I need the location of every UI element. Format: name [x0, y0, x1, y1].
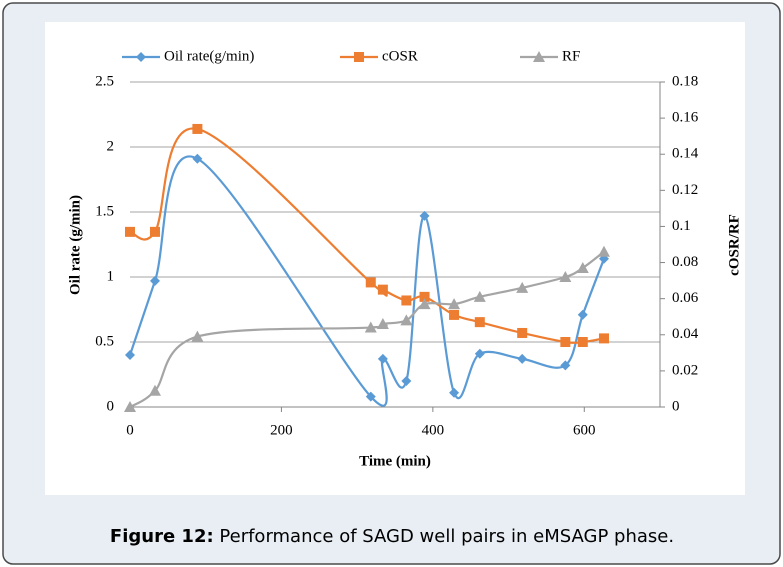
- data-point: [376, 317, 389, 329]
- data-point: [377, 353, 388, 364]
- data-point: [419, 291, 430, 302]
- legend-label: Oil rate(g/min): [164, 48, 254, 64]
- data-point: [474, 317, 485, 328]
- data-point: [149, 226, 160, 237]
- y2-tick-label: 0.16: [672, 110, 699, 126]
- data-point: [560, 337, 571, 347]
- caption-text: Performance of SAGD well pairs in eMSAGP…: [219, 526, 674, 547]
- data-point: [517, 353, 528, 364]
- data-point: [401, 295, 412, 306]
- data-point: [377, 284, 388, 295]
- data-point: [577, 309, 588, 320]
- data-point: [517, 327, 528, 338]
- x-tick-label: 200: [270, 422, 293, 438]
- y-tick-label: 0: [107, 398, 115, 414]
- y2-tick-label: 0.1: [672, 218, 691, 234]
- data-point: [449, 309, 460, 320]
- y2-tick-label: 0.02: [672, 362, 698, 378]
- data-point: [576, 261, 589, 273]
- caption: Figure 12: Performance of SAGD well pair…: [110, 526, 674, 547]
- data-point: [418, 298, 431, 310]
- data-point: [474, 348, 485, 359]
- data-point: [560, 360, 571, 371]
- y-tick-label: 1: [107, 268, 115, 284]
- data-point: [448, 298, 461, 310]
- y-tick-label: 0.5: [95, 333, 114, 349]
- data-point: [449, 387, 460, 398]
- data-point: [192, 123, 203, 134]
- legend-label: RF: [562, 48, 580, 64]
- data-point: [401, 376, 412, 386]
- legend-swatch-marker: [533, 51, 545, 62]
- legend-swatch-marker: [136, 52, 146, 62]
- data-point: [124, 401, 136, 412]
- y2-tick-label: 0.06: [672, 290, 699, 306]
- x-tick-label: 400: [422, 422, 445, 438]
- data-point: [419, 210, 430, 221]
- chart-area: [45, 22, 745, 495]
- y2-tick-label: 0.14: [672, 146, 699, 162]
- data-point: [559, 271, 572, 282]
- data-point: [598, 253, 609, 264]
- y-tick-label: 2.5: [95, 73, 114, 89]
- data-point: [191, 330, 204, 342]
- data-point: [125, 350, 135, 360]
- data-point: [577, 337, 588, 347]
- data-point: [516, 281, 529, 293]
- y2-tick-label: 0.12: [672, 182, 698, 198]
- data-point: [598, 333, 609, 344]
- x-tick-label: 600: [573, 422, 596, 438]
- data-point: [125, 226, 135, 237]
- y2-tick-label: 0.08: [672, 254, 698, 270]
- y-tick-label: 2: [107, 138, 115, 154]
- data-point: [192, 153, 203, 164]
- y-tick-label: 1.5: [95, 203, 114, 219]
- data-point: [149, 275, 160, 286]
- legend-label: cOSR: [382, 48, 418, 64]
- y2-tick-label: 0.18: [672, 73, 698, 89]
- data-point: [473, 290, 486, 302]
- y-axis-title: Oil rate (g/min): [67, 195, 83, 295]
- data-point: [365, 391, 376, 402]
- x-axis-title: Time (min): [359, 453, 431, 469]
- data-point: [597, 245, 610, 257]
- y2-tick-label: 0: [672, 398, 680, 414]
- y2-axis-title: cOSR/RF: [726, 214, 742, 276]
- caption-label: Figure 12:: [110, 526, 214, 547]
- data-point: [365, 277, 376, 288]
- x-tick-label: 0: [126, 422, 134, 438]
- data-point: [364, 321, 377, 333]
- data-point: [400, 314, 413, 326]
- legend-swatch-marker: [354, 52, 364, 62]
- data-point: [148, 384, 161, 396]
- y2-tick-label: 0.04: [672, 326, 699, 342]
